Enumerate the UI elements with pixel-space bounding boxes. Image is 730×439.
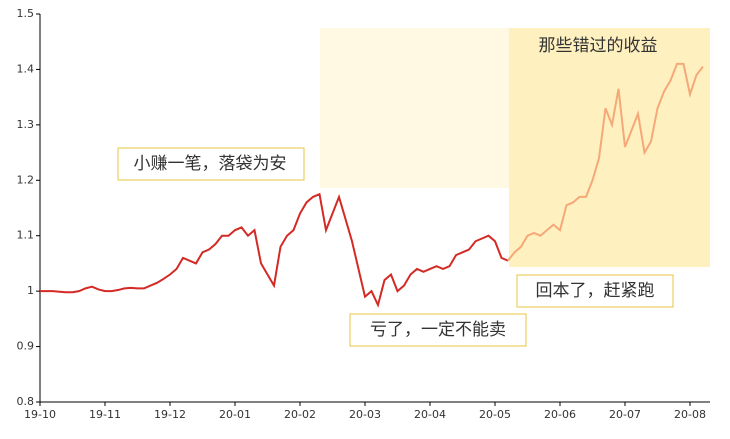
x-tick-label: 20-08 (674, 408, 706, 421)
x-tick-label: 19-12 (154, 408, 186, 421)
x-tick-label: 20-07 (609, 408, 641, 421)
x-tick-label: 20-02 (284, 408, 316, 421)
x-tick-label: 20-03 (349, 408, 381, 421)
annotation: 小赚一笔，落袋为安 (134, 154, 287, 174)
annotation-box (117, 147, 305, 181)
y-tick-label: 1.3 (17, 118, 35, 131)
annotation: 那些错过的收益 (539, 36, 658, 56)
y-tick-label: 0.8 (17, 395, 35, 408)
x-tick-label: 19-11 (89, 408, 121, 421)
annotation-box (516, 274, 674, 308)
y-tick-label: 1 (27, 284, 34, 297)
y-tick-label: 1.4 (17, 62, 35, 75)
x-tick-label: 20-04 (414, 408, 446, 421)
annotation-box (349, 313, 527, 347)
x-tick-label: 19-10 (24, 408, 56, 421)
data-line (40, 192, 509, 308)
y-tick-label: 1.2 (17, 173, 35, 186)
y-tick-label: 0.9 (17, 340, 35, 353)
y-tick-label: 1.5 (17, 7, 35, 20)
x-tick-label: 20-06 (544, 408, 576, 421)
x-tick-label: 20-01 (219, 408, 251, 421)
x-tick-label: 20-05 (479, 408, 511, 421)
y-tick-label: 1.1 (17, 229, 35, 242)
annotation: 亏了，一定不能卖 (370, 320, 506, 340)
annotation: 回本了，赶紧跑 (536, 281, 655, 301)
data-line (507, 62, 704, 262)
